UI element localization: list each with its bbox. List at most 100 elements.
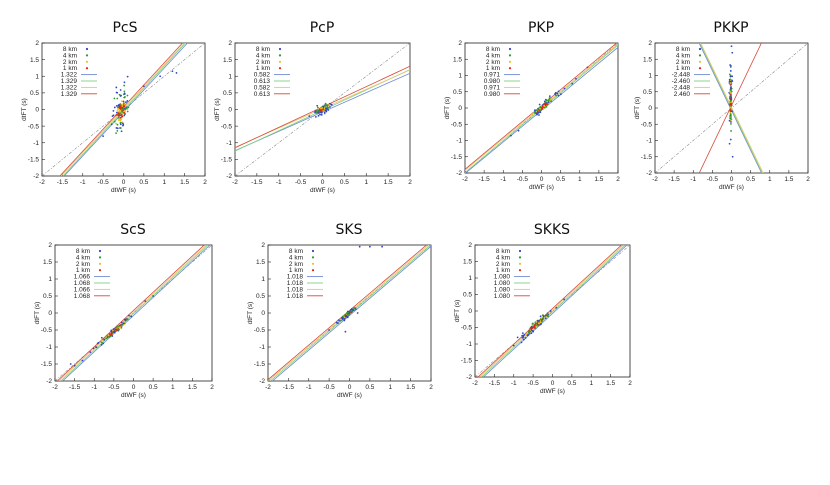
legend-label: 1 km — [676, 65, 690, 72]
y-tick-label: -1.5 — [254, 361, 266, 368]
data-point — [117, 328, 120, 331]
data-point — [115, 122, 117, 125]
legend-label: 4 km — [496, 254, 510, 261]
x-tick-label: 1 — [171, 384, 175, 391]
y-tick-label: -0.5 — [28, 123, 40, 130]
legend-slope-label: 0.971 — [484, 72, 501, 79]
y-tick-label: 0.5 — [463, 292, 472, 299]
x-tick-label: -0.5 — [528, 380, 540, 387]
y-tick-label: -2 — [226, 173, 232, 180]
data-point — [327, 109, 330, 111]
data-point — [545, 105, 548, 108]
data-point — [116, 113, 118, 116]
data-point — [121, 110, 123, 113]
data-point — [535, 112, 538, 115]
y-tick-label: 0 — [48, 310, 52, 317]
data-point — [124, 96, 126, 98]
x-tick-label: -1 — [80, 179, 86, 186]
data-point — [544, 314, 547, 317]
data-point — [340, 318, 343, 321]
data-point — [731, 155, 734, 158]
data-point — [126, 94, 129, 97]
data-point — [539, 315, 542, 318]
panel-pcp: PcP -2 -1.5 -1 -0.5 0 0.5 1 1.5 2 -2 -1.5 -1 -0.5 0 0.5… — [214, 20, 412, 194]
data-point — [112, 109, 115, 112]
legend-label: 2 km — [63, 59, 77, 66]
legend-slope-label: 0.582 — [254, 72, 271, 79]
legend-slope-label: 1.080 — [494, 280, 511, 287]
legend-slope-label: -2.448 — [672, 84, 691, 91]
x-tick-label: -1 — [500, 176, 506, 183]
x-tick-label: 0.5 — [340, 179, 349, 186]
data-point — [97, 341, 100, 344]
legend-marker — [278, 47, 282, 51]
data-point — [527, 333, 530, 336]
legend-marker — [85, 54, 89, 57]
data-point — [358, 245, 361, 248]
legend-slope-label: 1.018 — [287, 274, 304, 281]
y-tick-label: -2 — [646, 170, 652, 177]
x-tick-label: 1 — [768, 176, 772, 183]
fit-line — [62, 245, 211, 381]
x-tick-label: -1.5 — [69, 384, 81, 391]
data-point — [352, 311, 355, 313]
x-tick-label: 2 — [616, 176, 620, 183]
data-point — [337, 322, 339, 324]
data-point — [123, 92, 126, 95]
data-point — [356, 312, 359, 314]
data-point — [126, 110, 129, 113]
data-point — [124, 105, 127, 108]
x-tick-label: 1 — [162, 179, 166, 186]
data-point — [121, 105, 124, 107]
x-tick-label: 2 — [408, 179, 412, 186]
legend-marker — [278, 67, 282, 70]
data-point — [113, 120, 116, 123]
data-point — [729, 99, 732, 102]
y-tick-label: -1 — [646, 138, 652, 145]
y-axis-label: dtFT (s) — [21, 98, 28, 121]
data-point — [555, 94, 558, 97]
data-point — [729, 111, 732, 114]
legend-label: 1 km — [256, 65, 270, 72]
data-point — [110, 333, 113, 336]
data-point — [122, 107, 124, 110]
y-tick-label: 1 — [48, 276, 52, 283]
data-point — [512, 344, 515, 347]
x-tick-label: -0.5 — [517, 176, 529, 183]
data-point — [728, 142, 731, 145]
x-tick-label: -2 — [39, 179, 45, 186]
legend-slope-label: 0.980 — [484, 78, 501, 85]
data-point — [563, 298, 566, 301]
y-tick-label: -0.5 — [641, 121, 653, 128]
x-tick-label: 0 — [730, 176, 734, 183]
data-point — [538, 320, 541, 323]
data-point — [534, 324, 537, 327]
legend-marker — [85, 60, 89, 63]
data-point — [531, 113, 534, 115]
x-tick-label: 0 — [132, 384, 136, 391]
data-point — [543, 104, 546, 107]
y-tick-label: 1.5 — [43, 259, 52, 266]
reference-line — [475, 245, 630, 377]
x-tick-label: 1.5 — [180, 179, 189, 186]
data-point — [554, 93, 556, 96]
data-point — [123, 81, 126, 84]
data-point — [510, 134, 512, 137]
data-point — [728, 80, 731, 83]
legend-label: 4 km — [486, 52, 500, 59]
x-tick-label: 2 — [628, 380, 632, 387]
panel-pcs: PcS -2 -1.5 -1 -0.5 0 0.5 1 1.5 2 -2 -1.5 -1 -0.5 0 0.5… — [21, 20, 207, 194]
data-point — [730, 86, 732, 88]
legend-slope-label: 0.971 — [484, 84, 501, 91]
data-point — [322, 110, 325, 112]
legend-label: 2 km — [289, 261, 303, 268]
data-point — [110, 331, 113, 334]
data-point — [120, 326, 123, 329]
legend-slope-label: 0.980 — [484, 91, 501, 98]
y-tick-label: -2 — [33, 173, 39, 180]
legend-slope-label: 1.066 — [74, 286, 91, 293]
data-point — [115, 111, 118, 114]
legend-label: 1 km — [76, 267, 90, 274]
data-point — [314, 116, 317, 118]
y-tick-label: 1.5 — [643, 56, 652, 63]
